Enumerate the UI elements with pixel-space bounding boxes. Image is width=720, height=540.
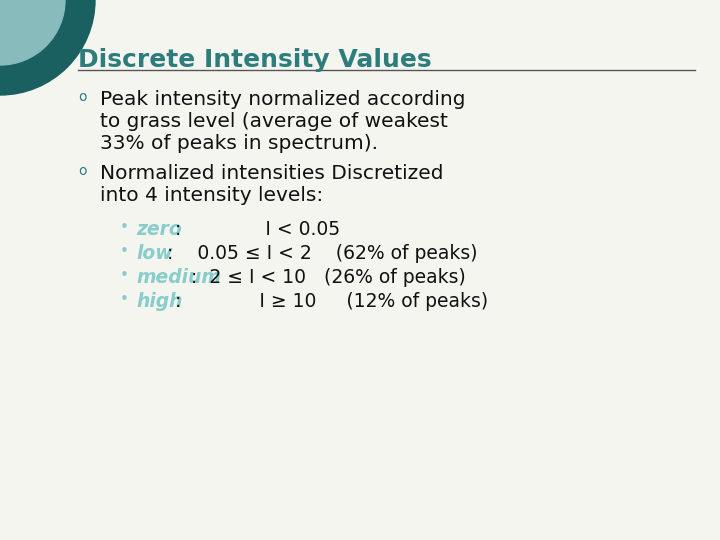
Text: medium: medium — [136, 268, 221, 287]
Text: :             I ≥ 10     (12% of peaks): : I ≥ 10 (12% of peaks) — [168, 292, 488, 311]
Text: :              I < 0.05: : I < 0.05 — [168, 220, 340, 239]
Text: •: • — [120, 292, 129, 307]
Text: o: o — [78, 90, 86, 104]
Text: 33% of peaks in spectrum).: 33% of peaks in spectrum). — [100, 134, 378, 153]
Circle shape — [0, 0, 65, 65]
Text: high: high — [136, 292, 182, 311]
Text: :    0.05 ≤ I < 2    (62% of peaks): : 0.05 ≤ I < 2 (62% of peaks) — [161, 244, 477, 263]
Text: Discrete Intensity Values: Discrete Intensity Values — [78, 48, 431, 72]
Text: Peak intensity normalized according: Peak intensity normalized according — [100, 90, 466, 109]
Text: zero: zero — [136, 220, 181, 239]
Text: o: o — [78, 164, 86, 178]
Text: Normalized intensities Discretized: Normalized intensities Discretized — [100, 164, 444, 183]
Circle shape — [0, 0, 95, 95]
Text: •: • — [120, 220, 129, 235]
Text: •: • — [120, 268, 129, 283]
Text: low: low — [136, 244, 173, 263]
Text: to grass level (average of weakest: to grass level (average of weakest — [100, 112, 448, 131]
Text: into 4 intensity levels:: into 4 intensity levels: — [100, 186, 323, 205]
Text: •: • — [120, 244, 129, 259]
Text: :  2 ≤ I < 10   (26% of peaks): : 2 ≤ I < 10 (26% of peaks) — [185, 268, 466, 287]
